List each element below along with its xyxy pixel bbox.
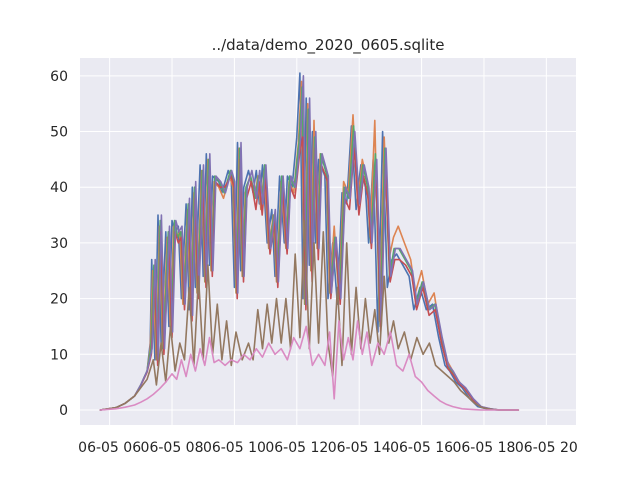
series-line-5 (99, 75, 520, 411)
y-tick-label: 50 (50, 125, 68, 141)
x-tick-label: 06-05 08 (141, 440, 204, 456)
series-group (99, 72, 520, 411)
series-line-7 (99, 320, 520, 411)
x-tick-label: 06-05 06 (78, 440, 141, 456)
y-axis-ticks: 0 10 20 30 40 50 60 (50, 69, 68, 419)
y-tick-label: 40 (50, 180, 68, 196)
y-tick-label: 30 (50, 236, 68, 252)
y-tick-label: 20 (50, 292, 68, 308)
x-tick-label: 06-05 12 (265, 440, 328, 456)
chart-title: ../data/demo_2020_0605.sqlite (212, 36, 445, 55)
x-tick-label: 06-05 20 (515, 440, 578, 456)
x-tick-label: 06-05 16 (390, 440, 453, 456)
x-tick-label: 06-05 14 (328, 440, 391, 456)
series-line-6 (99, 219, 520, 411)
y-tick-label: 60 (50, 69, 68, 85)
x-tick-label: 06-05 18 (452, 440, 515, 456)
y-tick-label: 10 (50, 347, 68, 363)
y-tick-label: 0 (59, 403, 68, 419)
x-axis-ticks: 06-05 06 06-05 08 06-05 10 06-05 12 06-05 14… (78, 440, 578, 456)
x-tick-label: 06-05 10 (203, 440, 266, 456)
